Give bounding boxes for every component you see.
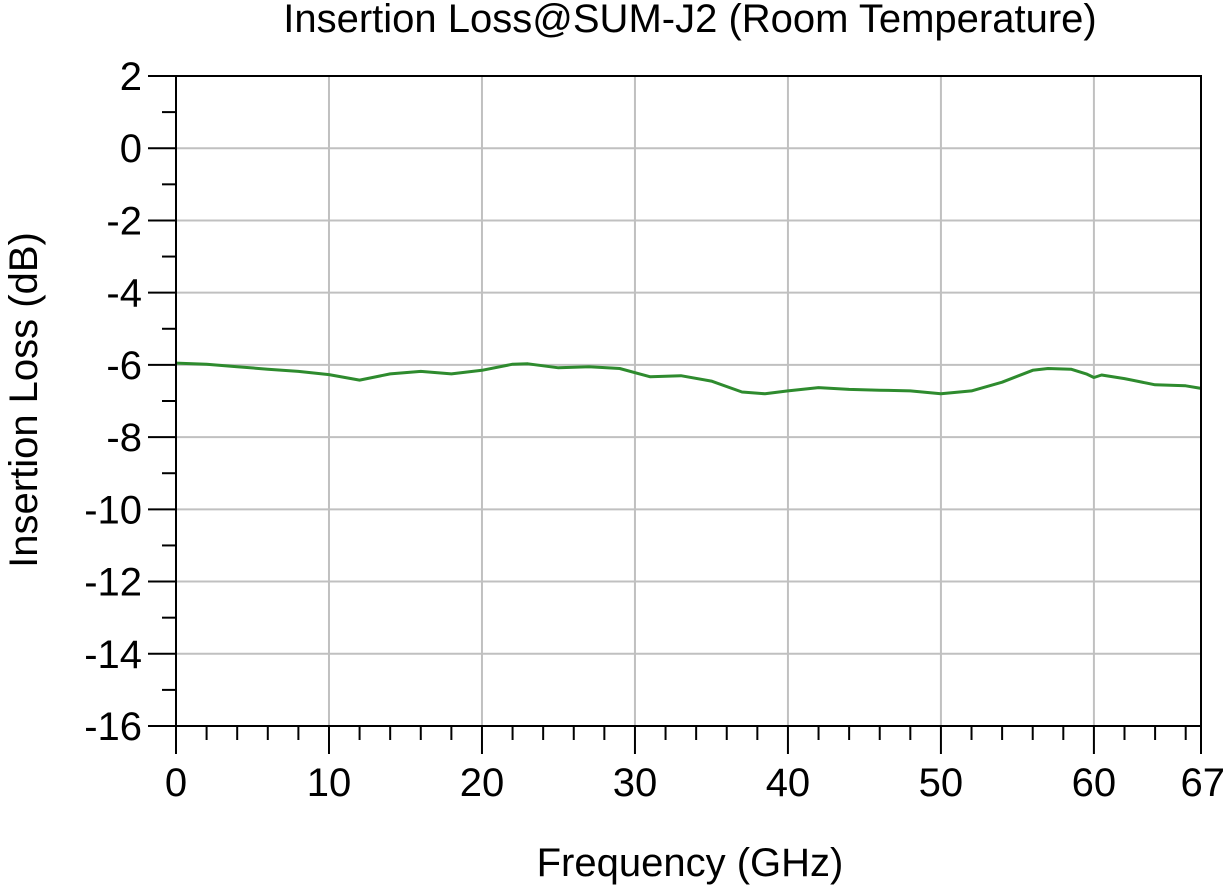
x-tick-label: 60 — [1072, 761, 1117, 805]
x-tick-label: 20 — [460, 761, 505, 805]
series-line — [175, 361, 1202, 396]
y-tick-label: -2 — [106, 199, 142, 243]
grid — [176, 76, 1201, 726]
y-tick-label: 0 — [120, 127, 142, 171]
y-tick-label: -10 — [84, 488, 142, 532]
y-tick-label: 2 — [120, 55, 142, 99]
chart-title: Insertion Loss@SUM-J2 (Room Temperature) — [283, 0, 1096, 41]
series-layer — [175, 361, 1202, 396]
x-tick-label: 40 — [766, 761, 811, 805]
x-tick-label: 50 — [919, 761, 964, 805]
plot-frame — [175, 75, 1202, 727]
x-tick-label: 0 — [165, 761, 187, 805]
x-tick-label: 30 — [613, 761, 658, 805]
x-tick-labels: 0 10 20 30 40 50 60 67 — [165, 761, 1225, 805]
y-axis-label: Insertion Loss (dB) — [2, 232, 46, 568]
y-tick-label: -14 — [84, 633, 142, 677]
y-tick-label: -4 — [106, 272, 142, 316]
y-tick-labels: 2 0 -2 -4 -6 -8 -10 -12 -14 -16 — [84, 55, 142, 749]
x-tick-label: 10 — [307, 761, 352, 805]
axis-ticks — [148, 75, 1202, 754]
y-tick-label: -16 — [84, 705, 142, 749]
x-tick-label: 67 — [1181, 761, 1226, 805]
y-tick-label: -12 — [84, 561, 142, 605]
y-tick-label: -6 — [106, 344, 142, 388]
x-axis-label: Frequency (GHz) — [537, 841, 844, 885]
y-tick-label: -8 — [106, 416, 142, 460]
